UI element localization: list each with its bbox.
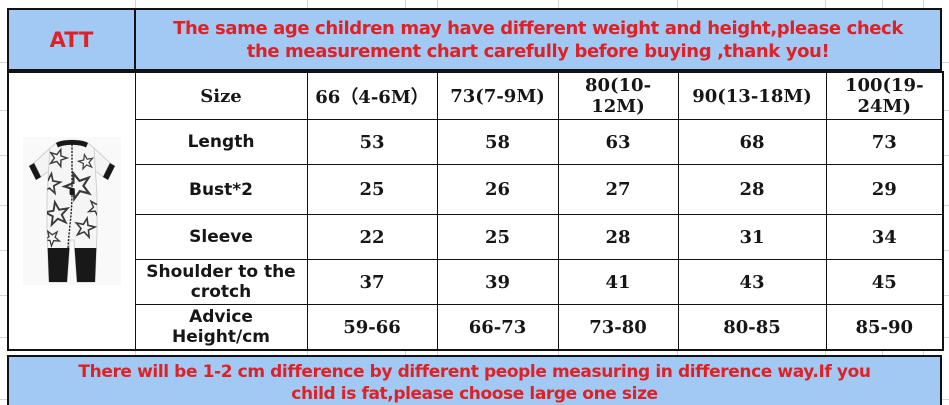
top-notice-banner: ATT The same age children may have diffe… bbox=[7, 8, 942, 71]
bottom-notice-banner: There will be 1-2 cm difference by diffe… bbox=[7, 355, 942, 405]
cell-value: 68 bbox=[677, 119, 827, 165]
cell-value: 63 bbox=[557, 119, 679, 165]
table-row-advice-height: Advice Height/cm 59-66 66-73 73-80 80-85… bbox=[8, 304, 944, 351]
size-column-header: 90(13-18M) bbox=[677, 71, 827, 120]
cell-value: 80-85 bbox=[677, 304, 827, 351]
table-corner-size-header: Size bbox=[134, 71, 308, 120]
chart-content: ATT The same age children may have diffe… bbox=[7, 8, 944, 405]
cell-value: 66-73 bbox=[436, 304, 559, 351]
cell-value: 28 bbox=[557, 214, 679, 260]
row-label-advice-height: Advice Height/cm bbox=[134, 304, 308, 351]
cell-value: 53 bbox=[306, 119, 438, 165]
cell-value: 25 bbox=[436, 214, 559, 260]
cell-value: 26 bbox=[436, 164, 559, 215]
cell-value: 28 bbox=[677, 164, 827, 215]
cell-value: 29 bbox=[825, 164, 944, 215]
product-photo-cell bbox=[7, 71, 136, 351]
cell-value: 41 bbox=[557, 259, 679, 305]
row-label-length: Length bbox=[134, 119, 308, 165]
top-notice-line2: the measurement chart carefully before b… bbox=[246, 40, 830, 62]
table-row-shoulder-to-crotch: Shoulder to the crotch 37 39 41 43 45 bbox=[8, 259, 944, 305]
cell-value: 73-80 bbox=[557, 304, 679, 351]
size-column-header: 73(7-9M) bbox=[436, 71, 559, 120]
star-romper-image bbox=[22, 137, 121, 285]
cell-value: 85-90 bbox=[825, 304, 944, 351]
size-column-header: 100(19-24M) bbox=[825, 71, 944, 120]
row-label-shoulder-to-crotch: Shoulder to the crotch bbox=[134, 259, 308, 305]
cell-value: 58 bbox=[436, 119, 559, 165]
table-row-sleeve: Sleeve 22 25 28 31 34 bbox=[8, 214, 944, 260]
bottom-notice-line2: child is fat,please choose large one siz… bbox=[291, 384, 658, 404]
top-notice-line1: The same age children may have different… bbox=[173, 17, 903, 39]
row-label-bust: Bust*2 bbox=[134, 164, 308, 215]
size-column-header: 66（4-6M） bbox=[306, 71, 438, 120]
row-label-sleeve: Sleeve bbox=[134, 214, 308, 260]
product-photo bbox=[9, 136, 135, 286]
cell-value: 27 bbox=[557, 164, 679, 215]
bottom-notice-line1: There will be 1-2 cm difference by diffe… bbox=[78, 362, 871, 382]
cell-value: 43 bbox=[677, 259, 827, 305]
table-row-bust: Bust*2 25 26 27 28 29 bbox=[8, 164, 944, 215]
cell-value: 59-66 bbox=[306, 304, 438, 351]
cell-value: 25 bbox=[306, 164, 438, 215]
cell-value: 39 bbox=[436, 259, 559, 305]
size-column-header: 80(10-12M) bbox=[557, 71, 679, 120]
measurement-table: Size 66（4-6M） 73(7-9M) 80(10-12M) 90(13-… bbox=[7, 71, 944, 351]
cell-value: 37 bbox=[306, 259, 438, 305]
cell-value: 34 bbox=[825, 214, 944, 260]
att-label: ATT bbox=[9, 10, 136, 69]
cell-value: 45 bbox=[825, 259, 944, 305]
cell-value: 73 bbox=[825, 119, 944, 165]
bottom-notice-text: There will be 1-2 cm difference by diffe… bbox=[9, 357, 940, 405]
cell-value: 31 bbox=[677, 214, 827, 260]
cell-value: 22 bbox=[306, 214, 438, 260]
top-notice-text: The same age children may have different… bbox=[136, 10, 940, 69]
table-row-length: Length 53 58 63 68 73 bbox=[8, 119, 944, 165]
